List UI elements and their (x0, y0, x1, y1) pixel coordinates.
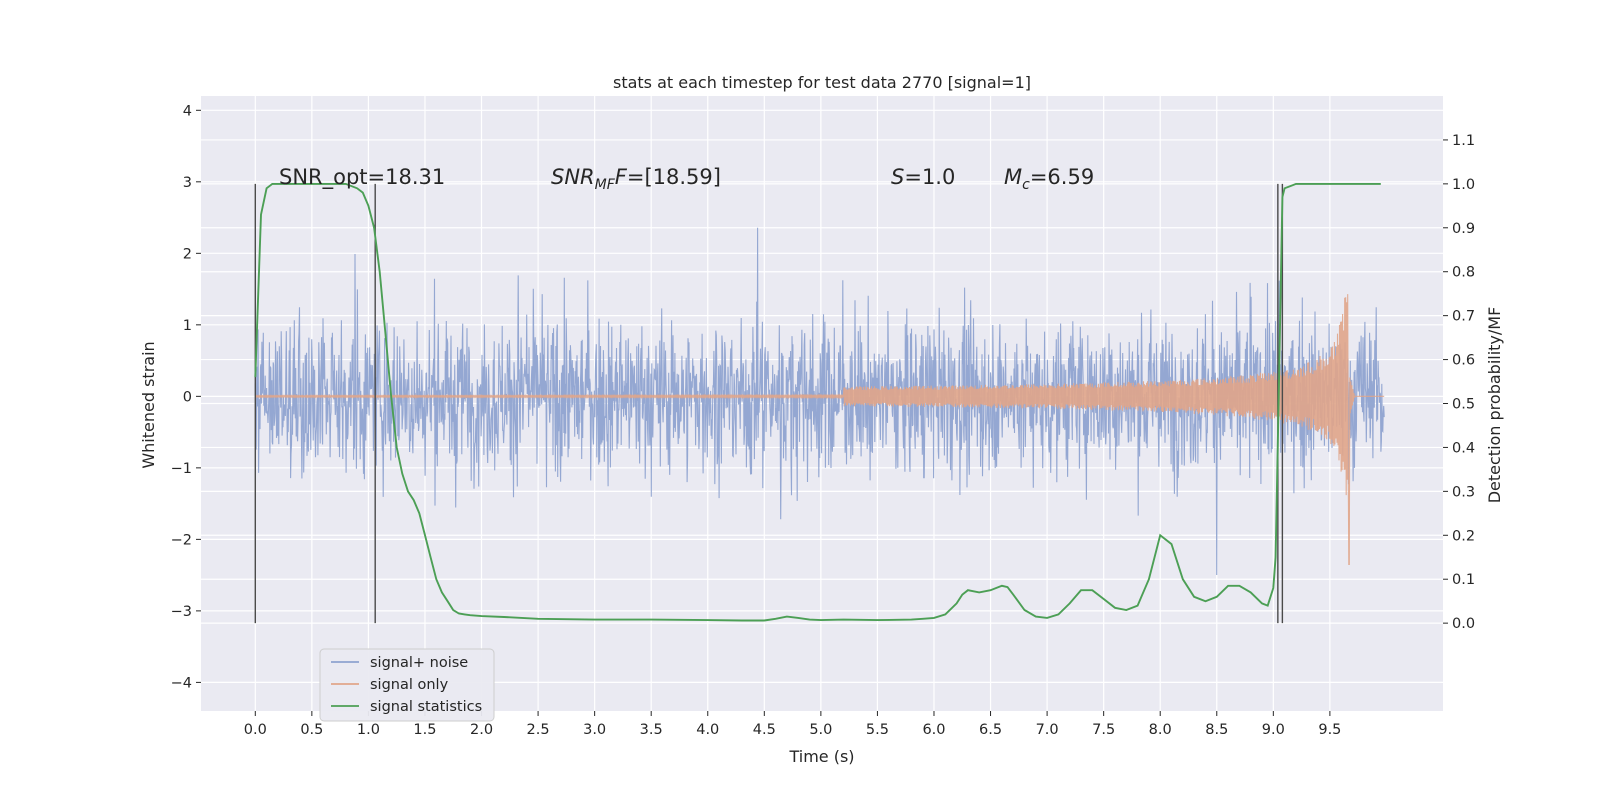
y-tick-label: 4 (183, 103, 192, 119)
x-tick-label: 8.0 (1149, 722, 1172, 738)
y2-tick-label: 0.7 (1452, 309, 1475, 325)
y2-tick-label: 0.8 (1452, 265, 1475, 281)
x-tick-label: 4.5 (753, 722, 776, 738)
y2-tick-label: 0.9 (1452, 221, 1475, 237)
x-tick-label: 4.0 (696, 722, 719, 738)
legend-box (319, 648, 495, 722)
y-tick-label: −1 (171, 461, 192, 477)
annotation-snr-mf-f: F (615, 165, 628, 189)
y2-tick-label: 0.2 (1452, 528, 1475, 544)
x-tick-label: 1.0 (357, 722, 380, 738)
legend-label-noise: signal+ noise (370, 655, 468, 671)
y-tick-label: 3 (183, 175, 192, 191)
x-tick-label: 0.0 (244, 722, 267, 738)
x-tick-label: 2.5 (527, 722, 550, 738)
y2-axis-label: Detection probability/MF (1485, 307, 1504, 504)
legend-label-signal: signal only (370, 677, 449, 693)
x-tick-label: 3.0 (583, 722, 606, 738)
annotation-mc-sub: c (1022, 177, 1030, 193)
annotation-snr-mf-rest: =[18.59] (627, 165, 721, 189)
y-tick-label: 0 (183, 389, 192, 405)
annotation-s-rest: =1.0 (904, 165, 955, 189)
y-tick-label: −3 (171, 604, 192, 620)
x-tick-label: 5.5 (866, 722, 889, 738)
y2-tick-label: 1.0 (1452, 177, 1475, 193)
annotation-s: S=1.0 (891, 165, 955, 189)
chart-title: stats at each timestep for test data 277… (613, 73, 1031, 92)
legend-label-stats: signal statistics (370, 699, 482, 715)
x-tick-label: 6.0 (922, 722, 945, 738)
x-tick-label: 6.5 (979, 722, 1002, 738)
signal-statistics-line (254, 182, 1381, 622)
y2-tick-label: 0.3 (1452, 484, 1475, 500)
x-tick-label: 7.0 (1036, 722, 1059, 738)
y-axis-ticks: −4 −3 −2 −1 0 1 2 3 4 (171, 103, 201, 691)
annotation-snr-mf-base: SNR (551, 165, 595, 189)
signal-statistics-series (254, 182, 1381, 622)
y2-tick-label: 0.1 (1452, 572, 1475, 588)
x-tick-label: 9.5 (1318, 722, 1341, 738)
annotation-snr-mf: SNRMFF=[18.59] (551, 165, 721, 193)
x-tick-label: 2.0 (470, 722, 493, 738)
annotation-mc-base: M (1004, 165, 1022, 189)
y-tick-label: 2 (183, 246, 192, 262)
annotation-s-symbol: S (891, 165, 904, 189)
y-tick-label: −4 (171, 675, 192, 691)
annotation-snr-opt: SNR_opt=18.31 (279, 165, 445, 190)
y2-tick-label: 0.0 (1452, 616, 1475, 632)
y-tick-label: 1 (183, 318, 192, 334)
y2-tick-label: 0.6 (1452, 353, 1475, 369)
y-tick-label: −2 (171, 532, 192, 548)
annotation-mc: Mc=6.59 (1004, 165, 1094, 193)
y-axis-label: Whitened strain (139, 341, 158, 468)
x-axis-label: Time (s) (788, 747, 854, 766)
annotation-mc-rest: =6.59 (1030, 165, 1094, 189)
x-tick-label: 3.5 (640, 722, 663, 738)
x-tick-label: 0.5 (300, 722, 323, 738)
x-tick-label: 5.0 (809, 722, 832, 738)
x-tick-label: 1.5 (413, 722, 436, 738)
y2-axis-ticks: 0.0 0.1 0.2 0.3 0.4 0.5 0.6 0.7 0.8 0.9 1.0 1.1 (1443, 133, 1475, 632)
x-axis-ticks: 0.0 0.5 1.0 1.5 2.0 2.5 3.0 3.5 4.0 4.5 5.0 5.5 6.0 6… (244, 711, 1341, 738)
y2-tick-label: 0.5 (1452, 397, 1475, 413)
legend: signal+ noise signal only signal statist… (319, 648, 495, 722)
annotation-snr-mf-sub: MF (595, 177, 616, 193)
x-tick-label: 9.0 (1262, 722, 1285, 738)
y2-tick-label: 0.4 (1452, 440, 1475, 456)
vertical-markers (254, 183, 1284, 624)
x-tick-label: 7.5 (1092, 722, 1115, 738)
signal-only-series (254, 294, 1385, 565)
x-tick-label: 8.5 (1205, 722, 1228, 738)
y2-tick-label: 1.1 (1452, 133, 1475, 149)
signal-only-line (254, 294, 1385, 565)
